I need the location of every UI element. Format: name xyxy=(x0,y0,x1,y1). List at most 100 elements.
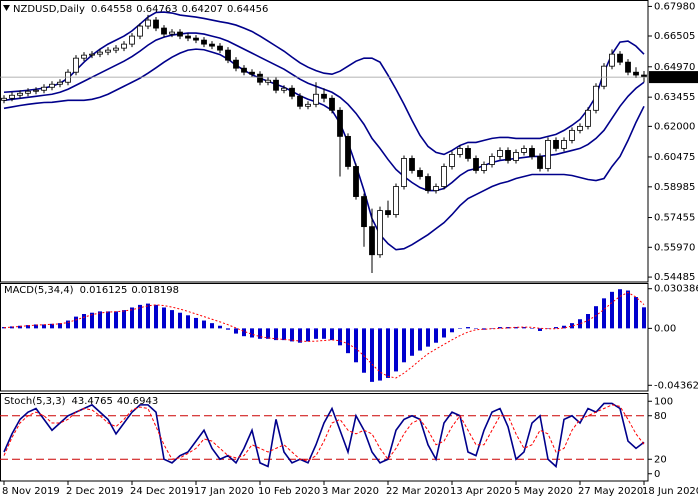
candle-body xyxy=(217,45,223,51)
macd-bar xyxy=(66,320,70,329)
signal-last: 0.018198 xyxy=(131,285,179,296)
last-open: 0.64558 xyxy=(91,4,132,15)
candle-body xyxy=(297,95,303,107)
candle-body xyxy=(209,43,215,47)
macd-bar xyxy=(106,311,110,329)
macd-bar xyxy=(450,328,454,333)
macd-bar xyxy=(242,328,246,337)
main-panel-border xyxy=(0,0,649,283)
macd-bar xyxy=(498,327,502,329)
macd-bar xyxy=(626,290,630,329)
candle-body xyxy=(433,186,439,191)
y-tick-label: 0.57455 xyxy=(654,213,695,224)
macd-bar xyxy=(538,328,542,331)
y-tick-label: 0.60475 xyxy=(654,152,695,163)
macd-bar xyxy=(506,327,510,329)
y-tick-label: 0.66505 xyxy=(654,31,695,42)
y-tick-label: 100 xyxy=(654,396,673,407)
stoch-main xyxy=(3,402,645,469)
candle-body xyxy=(177,31,183,37)
macd-bar xyxy=(642,307,646,329)
candle-body xyxy=(417,170,423,177)
macd-signal xyxy=(3,291,645,379)
candle-body xyxy=(497,150,503,157)
macd-bar xyxy=(474,328,478,329)
macd-bar xyxy=(114,311,118,329)
macd-bar xyxy=(570,323,574,329)
last-close: 0.64456 xyxy=(227,4,268,15)
candle-body xyxy=(593,85,599,111)
y-tick-label: 20 xyxy=(654,454,667,465)
candle-body xyxy=(345,135,351,167)
current-price-label: 0.64456 xyxy=(653,72,694,83)
candle-body xyxy=(57,81,63,85)
candle-body xyxy=(289,87,295,97)
candle-body xyxy=(569,129,575,141)
symbol-icon xyxy=(3,5,10,11)
candle-body xyxy=(545,139,551,169)
x-tick-label: 3 Mar 2020 xyxy=(322,486,379,497)
candle-body xyxy=(185,35,191,39)
macd-panel-border xyxy=(0,283,649,392)
macd-bar xyxy=(138,304,142,329)
candle-body xyxy=(393,186,399,216)
x-tick-label: 8 Nov 2019 xyxy=(2,486,60,497)
candle-body xyxy=(513,152,519,161)
macd-name: MACD(5,34,4) xyxy=(4,285,74,296)
macd-bar xyxy=(338,328,342,346)
macd-bar xyxy=(274,328,278,341)
y-tick-label: 0.55970 xyxy=(654,242,695,253)
macd-bar xyxy=(426,328,430,347)
candle-body xyxy=(353,166,359,197)
candle-body xyxy=(329,97,335,111)
y-tick-label: 0.00 xyxy=(654,323,676,334)
macd-bar xyxy=(42,324,46,329)
candle-body xyxy=(97,51,103,55)
candle-body xyxy=(377,210,383,256)
macd-bar xyxy=(578,319,582,329)
symbol-title: NZDUSD,Daily xyxy=(13,4,85,15)
candle-body xyxy=(369,226,375,256)
candle-body xyxy=(305,103,311,107)
current-price-box xyxy=(649,71,698,84)
macd-bar xyxy=(370,328,374,382)
y-tick-label: 0.64970 xyxy=(654,62,695,73)
candle-body xyxy=(113,47,119,51)
macd-bar xyxy=(530,328,534,329)
candle-body xyxy=(129,35,135,45)
macd-bar xyxy=(514,327,518,329)
x-tick-label: 24 Dec 2019 xyxy=(130,486,194,497)
macd-bar xyxy=(162,307,166,329)
macd-bar xyxy=(594,306,598,329)
macd-bar xyxy=(418,328,422,351)
y-tick-label: -0.043627 xyxy=(654,380,698,391)
macd-last: 0.016125 xyxy=(80,285,128,296)
candle-body xyxy=(321,93,327,99)
candle-body xyxy=(257,73,263,83)
macd-bar xyxy=(298,328,302,343)
candle-body xyxy=(529,148,535,157)
macd-bar xyxy=(50,323,54,329)
macd-bar xyxy=(522,327,526,329)
candle-body xyxy=(273,79,279,91)
last-high: 0.64763 xyxy=(136,4,177,15)
macd-bar xyxy=(90,312,94,329)
candle-body xyxy=(145,19,151,27)
candle-body xyxy=(385,210,391,216)
macd-bar xyxy=(202,320,206,329)
x-tick-label: 22 Mar 2020 xyxy=(386,486,449,497)
macd-bar xyxy=(194,317,198,329)
macd-bar xyxy=(602,298,606,329)
macd-bar xyxy=(482,328,486,330)
macd-bar xyxy=(98,311,102,329)
y-tick-label: 0.62000 xyxy=(654,121,695,132)
macd-bar xyxy=(490,328,494,329)
candle-body xyxy=(105,49,111,53)
y-tick-label: 0.67980 xyxy=(654,1,695,12)
candle-body xyxy=(441,166,447,187)
candle-body xyxy=(25,90,31,94)
macd-bar xyxy=(618,289,622,329)
macd-bar xyxy=(26,325,30,329)
